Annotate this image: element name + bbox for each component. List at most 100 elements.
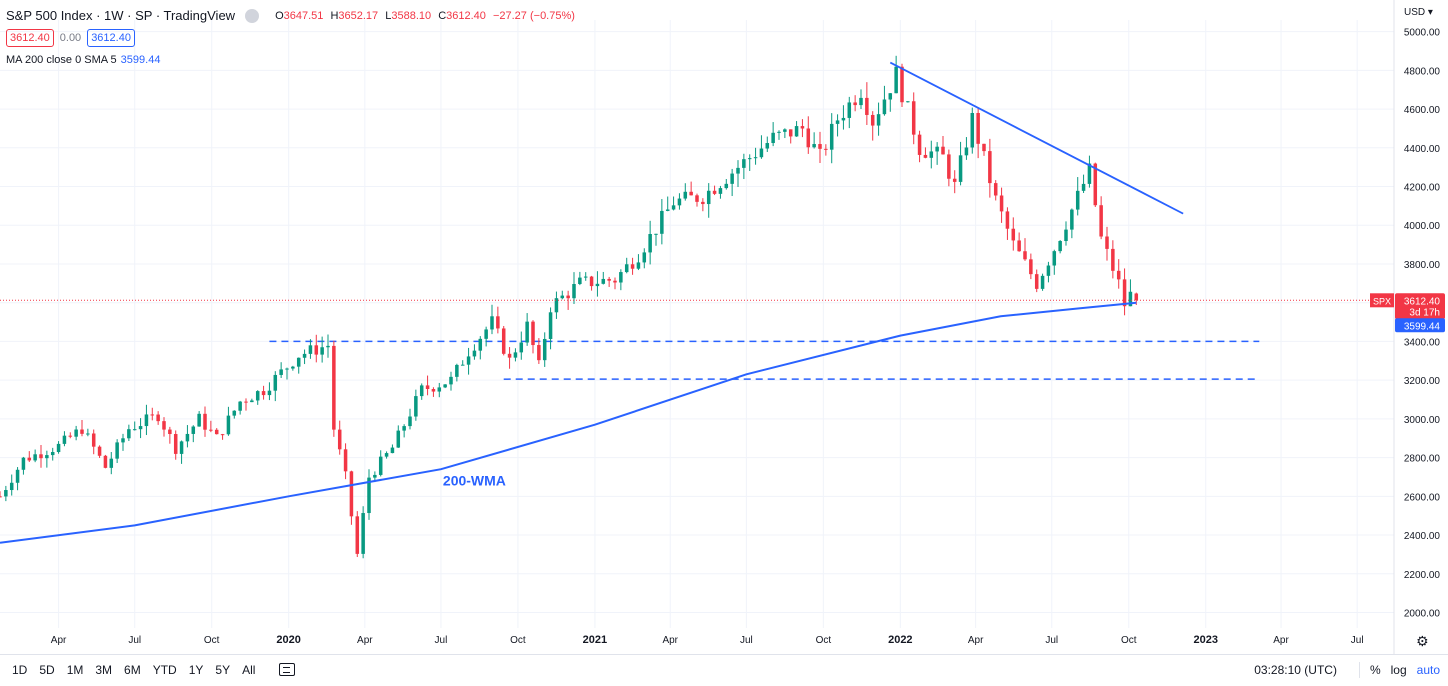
sell-price-button[interactable]: 3612.40 bbox=[6, 29, 54, 47]
candle-body bbox=[255, 391, 260, 401]
candle-body bbox=[472, 350, 477, 357]
candle-body bbox=[742, 159, 746, 168]
candle-body bbox=[261, 391, 266, 396]
log-toggle[interactable]: log bbox=[1390, 663, 1407, 677]
candle-body bbox=[1052, 251, 1057, 266]
utc-clock[interactable]: 03:28:10 (UTC) bbox=[1254, 663, 1337, 677]
candle-body bbox=[747, 158, 752, 160]
candle-body bbox=[191, 426, 196, 434]
symbol-title[interactable]: S&P 500 Index · 1W · SP · TradingView bbox=[6, 8, 236, 23]
candle-body bbox=[1064, 229, 1068, 242]
timeframe-6m[interactable]: 6M bbox=[124, 662, 141, 677]
eye-icon[interactable] bbox=[245, 8, 260, 23]
candle-body bbox=[771, 132, 775, 144]
low-label: L bbox=[385, 9, 392, 22]
candle-body bbox=[50, 452, 55, 456]
candle-body bbox=[1075, 190, 1080, 210]
candle-body bbox=[1023, 251, 1027, 260]
candle-body bbox=[197, 413, 201, 427]
candle-body bbox=[853, 102, 857, 106]
timeframe-1y[interactable]: 1Y bbox=[188, 662, 204, 677]
auto-toggle[interactable]: auto bbox=[1416, 663, 1440, 677]
candle-body bbox=[777, 131, 781, 133]
time-tick-label: Apr bbox=[357, 635, 373, 646]
candle-body bbox=[999, 195, 1004, 212]
chart-legend: S&P 500 Index · 1W · SP · TradingView O3… bbox=[6, 8, 579, 23]
last-price-label: 3612.40 bbox=[1404, 296, 1441, 307]
candle-body bbox=[484, 329, 488, 339]
candle-body bbox=[68, 435, 73, 437]
low-value: 3588.10 bbox=[391, 9, 432, 22]
ma200-series bbox=[0, 301, 1137, 544]
candle-body bbox=[121, 438, 125, 443]
candle-body bbox=[378, 456, 383, 475]
price-tick-label: 2600.00 bbox=[1404, 492, 1441, 503]
timeframe-1m[interactable]: 1M bbox=[66, 662, 84, 677]
time-tick-label: Apr bbox=[51, 635, 67, 646]
candle-body bbox=[1046, 265, 1051, 276]
candle-body bbox=[683, 191, 688, 199]
candle-body bbox=[1087, 163, 1092, 184]
candle-body bbox=[238, 401, 242, 411]
ma-price-marker bbox=[1395, 318, 1445, 333]
candle-body bbox=[952, 178, 957, 182]
timeframe-3m[interactable]: 3M bbox=[95, 662, 113, 677]
candle-body bbox=[449, 376, 453, 385]
candle-body bbox=[835, 120, 840, 124]
candle-body bbox=[384, 453, 389, 457]
percent-toggle[interactable]: % bbox=[1369, 663, 1381, 677]
candle-body bbox=[671, 205, 676, 210]
candle-body bbox=[589, 276, 594, 287]
symbol-badge bbox=[1370, 293, 1394, 308]
candle-body bbox=[150, 414, 155, 416]
date-range-icon[interactable] bbox=[279, 663, 296, 676]
candle-body bbox=[355, 516, 360, 554]
candle-body bbox=[888, 93, 893, 100]
candle-body bbox=[1111, 248, 1115, 271]
price-tick-label: 4200.00 bbox=[1404, 183, 1441, 194]
candle-body bbox=[232, 410, 237, 416]
candle-body bbox=[4, 490, 8, 497]
price-tick-label: 3800.00 bbox=[1404, 260, 1441, 271]
candle-body bbox=[712, 190, 717, 194]
candle-body bbox=[437, 387, 442, 392]
candle-body bbox=[970, 112, 975, 148]
spread-value: 0.00 bbox=[59, 32, 82, 44]
gear-icon[interactable]: ⚙ bbox=[1416, 633, 1429, 649]
timeframe-1d[interactable]: 1D bbox=[12, 662, 28, 677]
time-axis: Apr Jul Oct 2020 Apr Jul Oct 2021 Apr Jul Oct 2022 A… bbox=[51, 634, 1364, 646]
candle-body bbox=[478, 338, 483, 351]
candle-body bbox=[736, 167, 740, 174]
candle-body bbox=[701, 201, 705, 205]
candle-body bbox=[865, 97, 869, 115]
ma-legend[interactable]: MA 200 close 0 SMA 5 3599.44 bbox=[6, 54, 160, 66]
candle-body bbox=[296, 357, 301, 367]
candle-body bbox=[765, 143, 770, 149]
candle-body bbox=[993, 183, 998, 196]
currency-label[interactable]: USD ▾ bbox=[1404, 7, 1433, 18]
candle-body bbox=[542, 338, 547, 361]
time-tick-label: 2023 bbox=[1193, 634, 1217, 646]
candle-body bbox=[203, 413, 207, 430]
price-tick-label: 3200.00 bbox=[1404, 376, 1441, 387]
open-value: 3647.51 bbox=[283, 9, 324, 22]
timeframe-ytd[interactable]: YTD bbox=[152, 662, 177, 677]
candle-body bbox=[349, 471, 354, 517]
candle-body bbox=[80, 429, 84, 434]
time-tick-label: 2022 bbox=[888, 634, 912, 646]
timeframe-all[interactable]: All bbox=[242, 662, 256, 677]
candle-body bbox=[185, 433, 190, 442]
timeframe-5y[interactable]: 5Y bbox=[215, 662, 231, 677]
open-label: O bbox=[275, 9, 284, 22]
candle-body bbox=[1005, 211, 1010, 229]
close-label: C bbox=[438, 9, 447, 22]
timeframe-5d[interactable]: 5D bbox=[39, 662, 55, 677]
time-tick-label: Apr bbox=[1273, 635, 1289, 646]
price-tick-label: 3000.00 bbox=[1404, 415, 1441, 426]
candle-body bbox=[431, 389, 436, 392]
buy-price-button[interactable]: 3612.40 bbox=[87, 29, 135, 47]
candle-body bbox=[250, 400, 254, 403]
time-tick-label: Jul bbox=[435, 635, 448, 646]
candle-body bbox=[86, 433, 90, 435]
